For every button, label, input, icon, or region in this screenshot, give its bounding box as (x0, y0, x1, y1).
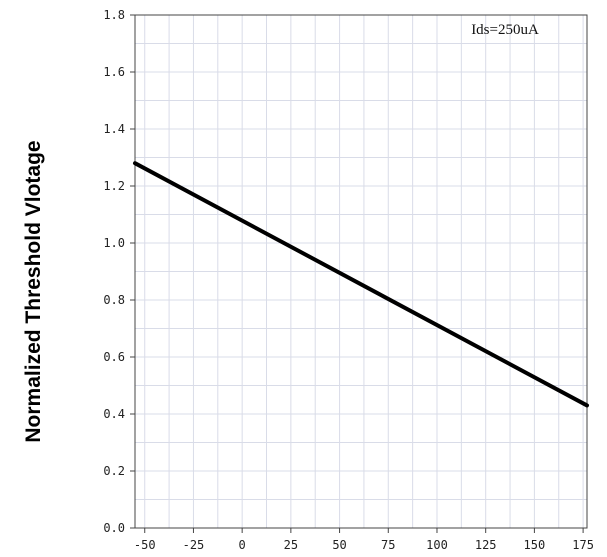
y-tick-label: 1.8 (103, 8, 125, 22)
y-tick-label: 0.0 (103, 521, 125, 535)
grid (135, 14, 587, 529)
x-tick-label: 50 (332, 538, 346, 552)
x-tick-label: 125 (475, 538, 497, 552)
y-tick-label: 1.4 (103, 122, 125, 136)
y-axis-label: Normalized Threshold Vlotage (22, 140, 45, 442)
y-tick-label: 1.0 (103, 236, 125, 250)
x-tick-label: 75 (381, 538, 395, 552)
x-tick-label: 150 (524, 538, 546, 552)
x-tick-label: 175 (572, 538, 594, 552)
y-tick-label: 1.2 (103, 179, 125, 193)
series-line (133, 161, 589, 408)
plot-area-frame (134, 14, 588, 529)
series-layer (133, 161, 589, 408)
x-tick-label: 100 (426, 538, 448, 552)
y-axis-ticks: 0.0 0.2 0.4 0.6 0.8 1.0 1.2 1.4 1.6 1.8 (103, 8, 135, 535)
y-tick-label: 0.6 (103, 350, 125, 364)
y-tick-label: 0.8 (103, 293, 125, 307)
y-tick-label: 0.2 (103, 464, 125, 478)
y-tick-label: 1.6 (103, 65, 125, 79)
chart-annotation: Ids=250uA (471, 22, 539, 38)
x-axis-ticks: -50 -25 0 25 50 75 100 125 150 175 (134, 528, 594, 552)
x-tick-label: -25 (183, 538, 205, 552)
x-tick-label: -50 (134, 538, 156, 552)
x-tick-label: 25 (284, 538, 298, 552)
x-tick-label: 0 (239, 538, 246, 552)
y-tick-label: 0.4 (103, 407, 125, 421)
